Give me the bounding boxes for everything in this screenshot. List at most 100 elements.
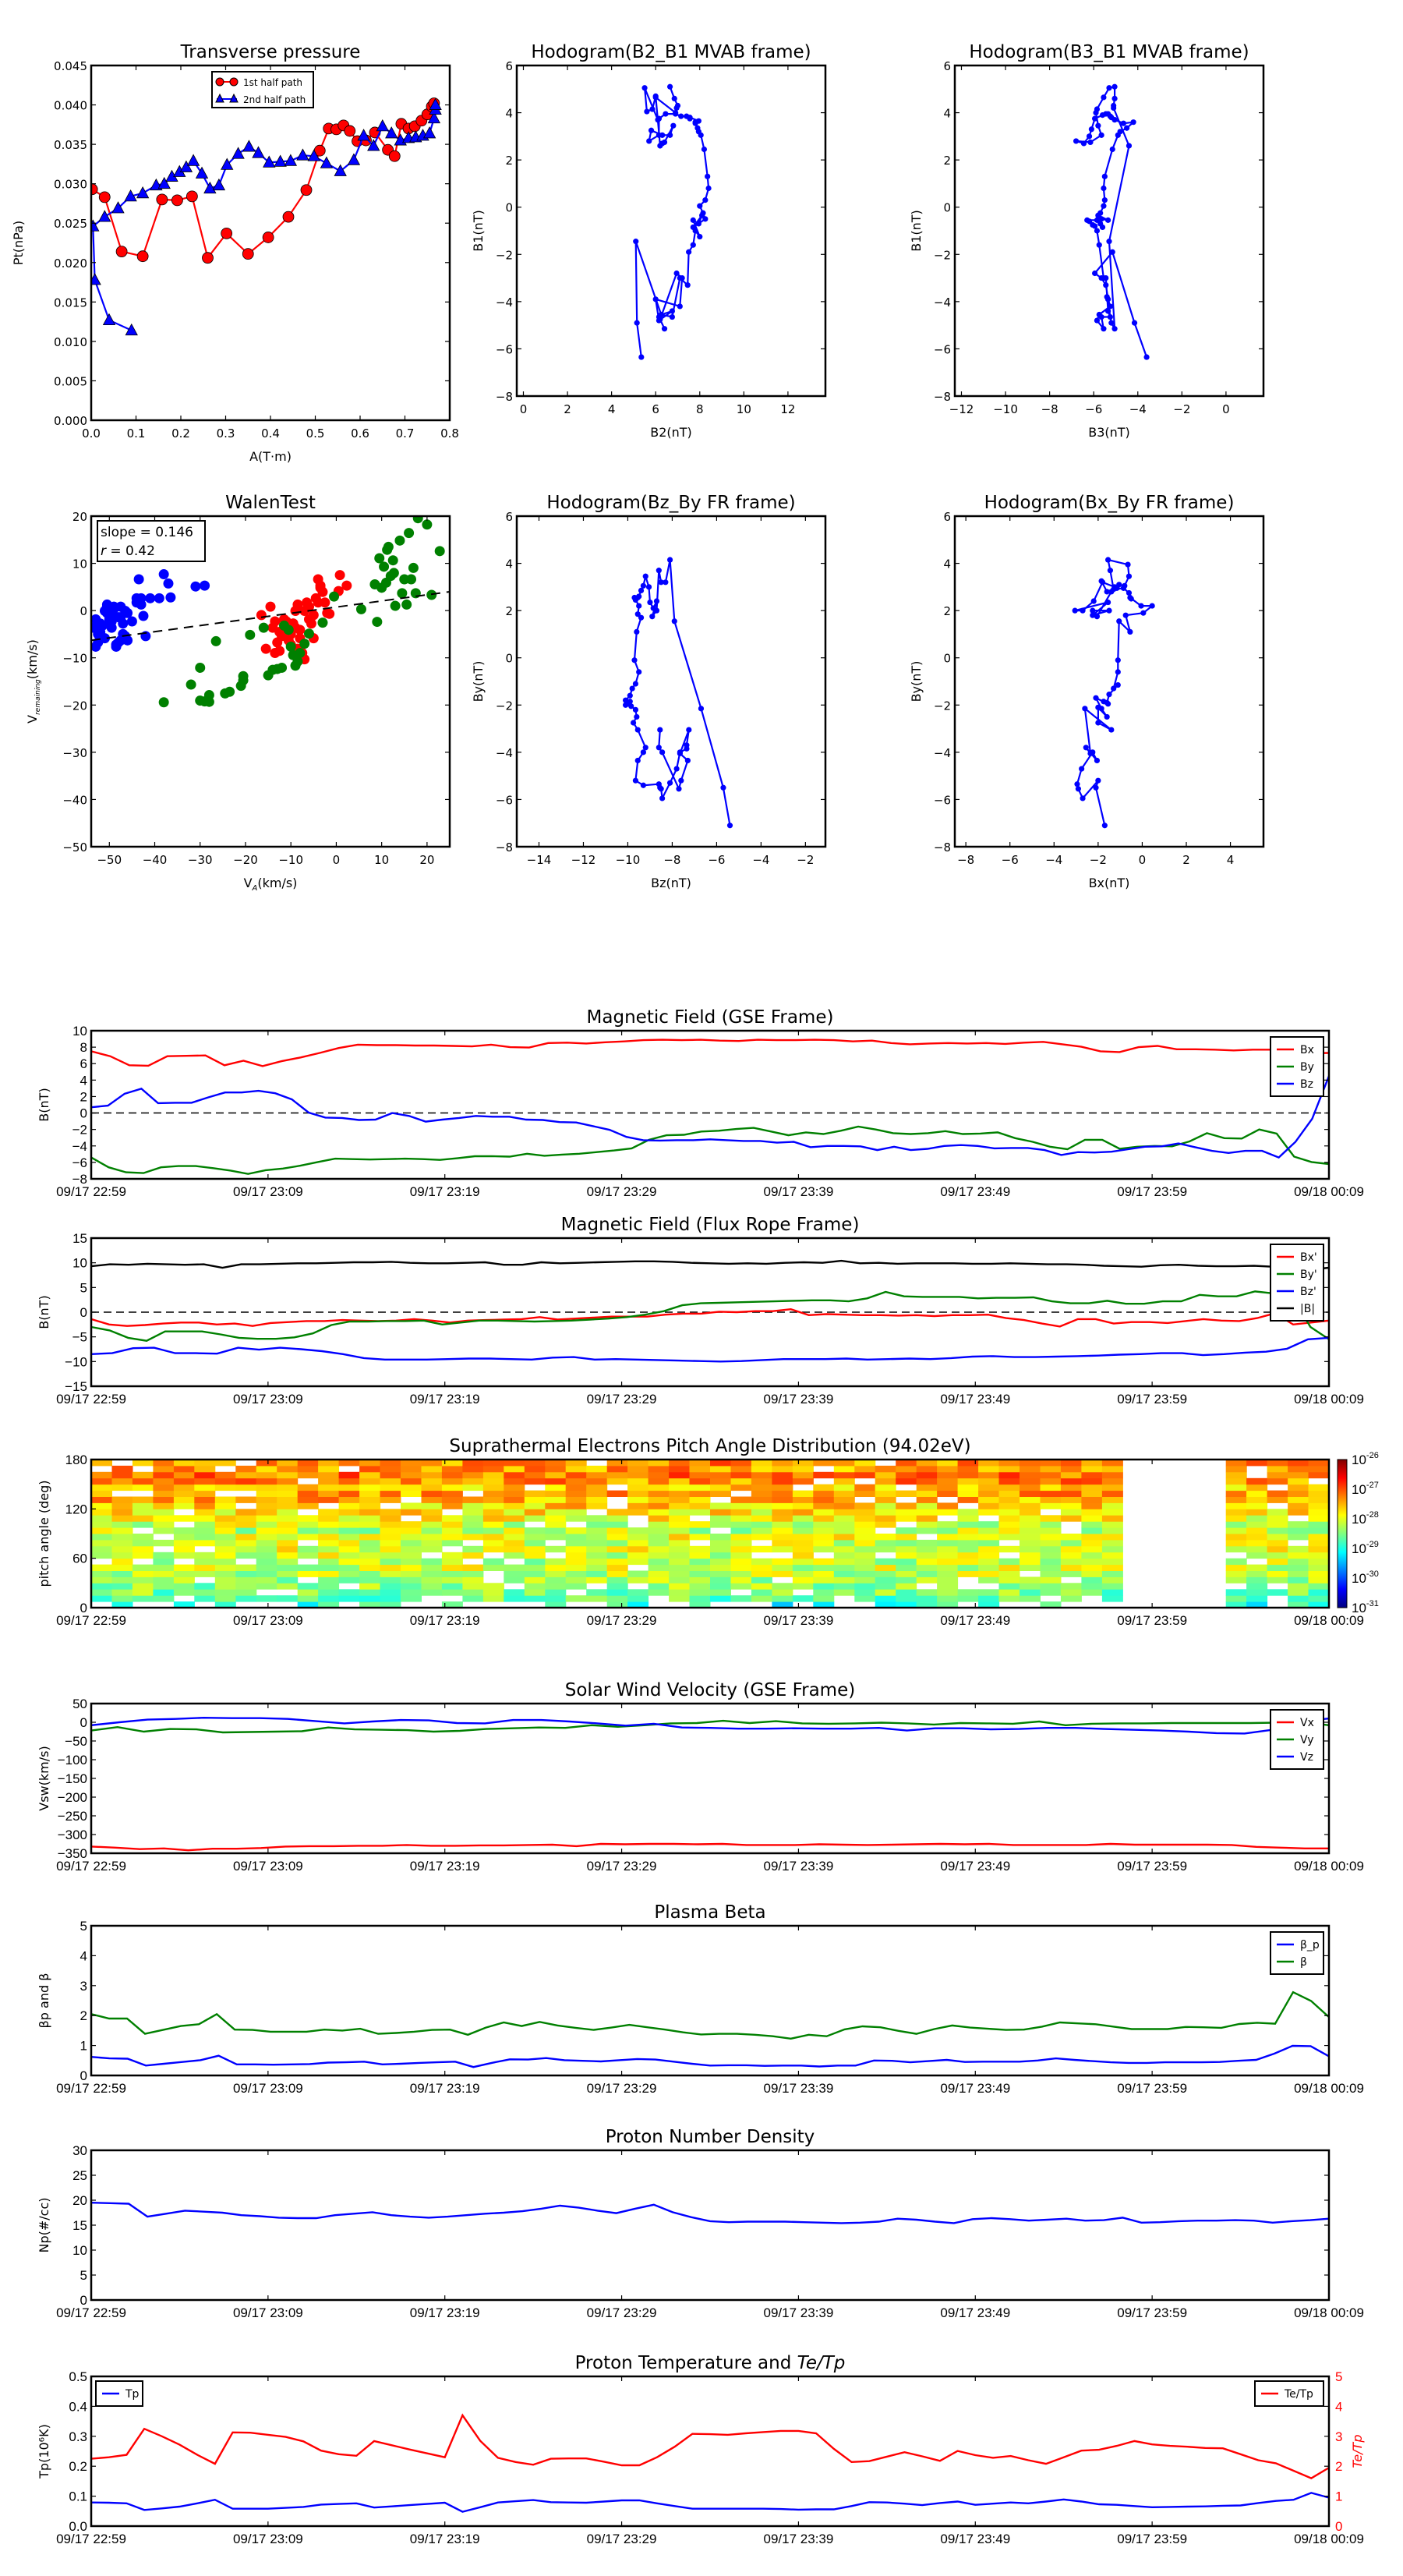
y-tick-label: −5 bbox=[72, 1330, 87, 1345]
heatmap-cell bbox=[1101, 1509, 1123, 1516]
data-point bbox=[1130, 119, 1136, 126]
y-tick-label: 20 bbox=[72, 2193, 87, 2208]
heatmap-cell bbox=[1060, 1465, 1082, 1473]
heatmap-cell bbox=[504, 1595, 525, 1602]
data-point bbox=[697, 203, 703, 209]
heatmap-cell bbox=[462, 1570, 484, 1577]
y-tick-label: −6 bbox=[72, 1155, 87, 1170]
heatmap-cell bbox=[565, 1496, 587, 1503]
heatmap-cell bbox=[730, 1502, 752, 1509]
x-axis-label: Bx(nT) bbox=[1089, 876, 1130, 890]
legend-label: 1st half path bbox=[243, 77, 302, 88]
heatmap-cell bbox=[669, 1477, 691, 1485]
heatmap-cell bbox=[875, 1539, 896, 1547]
heatmap-cell bbox=[214, 1502, 236, 1509]
legend-label: Bx bbox=[1300, 1044, 1314, 1056]
series-line-Vy bbox=[90, 1719, 1330, 1734]
heatmap-cell bbox=[772, 1539, 793, 1547]
heatmap-cell bbox=[751, 1460, 772, 1467]
data-point bbox=[671, 618, 677, 625]
heatmap-cell bbox=[689, 1496, 711, 1503]
heatmap-cell bbox=[277, 1576, 299, 1583]
x-tick-label: 4 bbox=[1227, 853, 1235, 867]
heatmap-cell bbox=[772, 1589, 793, 1596]
heatmap-cell bbox=[998, 1534, 1020, 1541]
heatmap-cell bbox=[1081, 1484, 1103, 1491]
heatmap-cell bbox=[998, 1509, 1020, 1516]
heatmap-cell bbox=[111, 1564, 133, 1571]
y-axis-label: βp and β bbox=[37, 1973, 51, 2029]
heatmap-cell bbox=[730, 1465, 752, 1473]
heatmap-cell bbox=[710, 1471, 731, 1479]
y-tick-label: −8 bbox=[496, 390, 513, 404]
heatmap-cell bbox=[730, 1515, 752, 1522]
heatmap-cell bbox=[978, 1552, 1000, 1559]
heatmap-cell bbox=[338, 1460, 360, 1467]
heatmap-cell bbox=[380, 1521, 401, 1528]
heatmap-cell bbox=[359, 1595, 381, 1602]
heatmap-cell bbox=[1288, 1552, 1309, 1559]
data-point bbox=[295, 625, 306, 635]
y-axis-label: Tp(10⁶K) bbox=[37, 2424, 51, 2479]
heatmap-cell bbox=[256, 1539, 277, 1547]
heatmap-cell bbox=[173, 1477, 195, 1485]
legend-label: Vy bbox=[1300, 1734, 1314, 1746]
heatmap-cell bbox=[277, 1502, 299, 1509]
legend-marker bbox=[229, 93, 239, 103]
heatmap-cell bbox=[627, 1471, 649, 1479]
heatmap-cell bbox=[689, 1595, 711, 1602]
y-tick-label: 1 bbox=[80, 2039, 87, 2054]
data-point bbox=[1090, 607, 1096, 614]
y-tick-label: 6 bbox=[505, 510, 513, 524]
heatmap-cell bbox=[1040, 1465, 1062, 1473]
heatmap-cell bbox=[194, 1509, 216, 1516]
heatmap-cell bbox=[730, 1545, 752, 1553]
y-tick-label: 2 bbox=[943, 604, 951, 618]
data-point bbox=[186, 154, 200, 166]
heatmap-cell bbox=[359, 1515, 381, 1522]
heatmap-cell bbox=[916, 1558, 938, 1566]
data-point bbox=[292, 656, 303, 667]
heatmap-cell bbox=[524, 1527, 546, 1534]
heatmap-cell bbox=[896, 1601, 917, 1608]
chart-title: Plasma Beta bbox=[654, 1902, 765, 1923]
heatmap-cell bbox=[235, 1521, 257, 1528]
data-point bbox=[1083, 745, 1089, 751]
y-tick-label: 180 bbox=[65, 1453, 87, 1467]
heatmap-cell bbox=[957, 1564, 979, 1571]
heatmap-cell bbox=[1081, 1465, 1103, 1473]
heatmap-cell bbox=[627, 1595, 649, 1602]
heatmap-cell bbox=[1060, 1583, 1082, 1590]
heatmap-cell bbox=[132, 1570, 154, 1577]
heatmap-cell bbox=[524, 1583, 546, 1590]
heatmap-cell bbox=[421, 1534, 443, 1541]
heatmap-cell bbox=[998, 1595, 1020, 1602]
heatmap-cell bbox=[235, 1484, 257, 1491]
heatmap-cell bbox=[401, 1595, 422, 1602]
x-axis-label: A(T·m) bbox=[249, 449, 292, 464]
r-symbol: r bbox=[101, 543, 107, 559]
heatmap-cell bbox=[833, 1583, 855, 1590]
heatmap-cell bbox=[380, 1460, 401, 1467]
heatmap-cell bbox=[1060, 1460, 1082, 1467]
heatmap-cell bbox=[648, 1515, 670, 1522]
heatmap-cell bbox=[1267, 1521, 1288, 1528]
heatmap-cell bbox=[482, 1595, 504, 1602]
x-tick-label: −2 bbox=[797, 853, 814, 867]
heatmap-cell bbox=[214, 1521, 236, 1528]
heatmap-cell bbox=[504, 1496, 525, 1503]
heatmap-cell bbox=[1020, 1465, 1041, 1473]
y-tick-label: −30 bbox=[62, 746, 87, 760]
heatmap-cell bbox=[1225, 1465, 1247, 1473]
heatmap-cell bbox=[1060, 1509, 1082, 1516]
heatmap-cell bbox=[1308, 1460, 1330, 1467]
heatmap-cell bbox=[194, 1589, 216, 1596]
heatmap-cell bbox=[153, 1539, 175, 1547]
heatmap-cell bbox=[792, 1490, 814, 1497]
heatmap-cell bbox=[730, 1558, 752, 1566]
heatmap-cell bbox=[1246, 1521, 1268, 1528]
heatmap-cell bbox=[772, 1601, 793, 1608]
data-point bbox=[663, 579, 669, 586]
chart-h21: Hodogram(B2_B1 MVAB frame)0 2 4 6 8 10 12−8−6−… bbox=[471, 42, 827, 440]
heatmap-cell bbox=[669, 1545, 691, 1553]
